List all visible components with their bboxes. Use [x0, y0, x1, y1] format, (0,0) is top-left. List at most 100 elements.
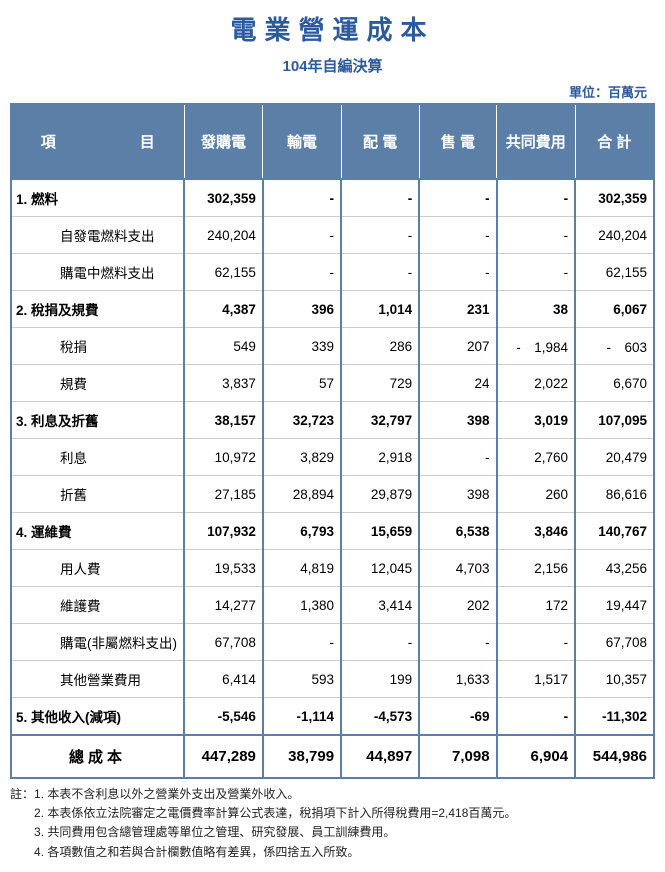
footnote-line: 2. 本表係依立法院審定之電價費率計算公式表達，稅捐項下計入所得稅費用=2,41… [10, 804, 655, 823]
cell-value: 172 [497, 587, 576, 624]
row-label: 1. 燃料 [11, 179, 184, 217]
cell-value: 302,359 [575, 179, 654, 217]
footnote-line: 3. 共同費用包含總管理處等單位之管理、研究發展、員工訓練費用。 [10, 823, 655, 842]
footnote-line: 註：1. 本表不含利息以外之營業外支出及營業外收入。 [10, 785, 655, 804]
total-label: 總成本 [11, 735, 184, 778]
footnote-prefix [10, 804, 34, 823]
cell-value: 140,767 [575, 513, 654, 550]
table-row: 用人費19,5334,81912,0454,7032,15643,256 [11, 550, 654, 587]
cell-value: 2,760 [497, 439, 576, 476]
cell-value: 19,447 [575, 587, 654, 624]
cell-value: 4,819 [263, 550, 341, 587]
cell-value: 4,387 [184, 291, 263, 328]
cell-value: - [419, 254, 496, 291]
table-row: 其他營業費用6,4145931991,6331,51710,357 [11, 661, 654, 698]
row-label: 自發電燃料支出 [11, 217, 184, 254]
table-row: 維護費14,2771,3803,41420217219,447 [11, 587, 654, 624]
cell-value: 62,155 [575, 254, 654, 291]
cost-table: 項 目發購電輸電配 電售 電共同費用合 計 1. 燃料302,359----30… [10, 103, 655, 779]
total-cell: 44,897 [341, 735, 419, 778]
footnotes: 註：1. 本表不含利息以外之營業外支出及營業外收入。 2. 本表係依立法院審定之… [10, 785, 655, 862]
cell-value: 2,156 [497, 550, 576, 587]
footnote-prefix: 註： [10, 785, 34, 804]
table-row: 購電(非屬燃料支出)67,708----67,708 [11, 624, 654, 661]
cell-value: 240,204 [184, 217, 263, 254]
col-header: 配 電 [341, 104, 419, 179]
cell-value: 67,708 [575, 624, 654, 661]
cell-value: 549 [184, 328, 263, 365]
cell-value: - [263, 217, 341, 254]
page-subtitle: 104年自編決算 [10, 55, 655, 76]
cell-value: 286 [341, 328, 419, 365]
cell-value: 24 [419, 365, 496, 402]
cell-value: 3,829 [263, 439, 341, 476]
cell-value: 43,256 [575, 550, 654, 587]
cell-value: - [497, 217, 576, 254]
cell-value: 29,879 [341, 476, 419, 513]
total-cell: 7,098 [419, 735, 496, 778]
row-label: 其他營業費用 [11, 661, 184, 698]
cell-value: 6,538 [419, 513, 496, 550]
table-row: 購電中燃料支出62,155----62,155 [11, 254, 654, 291]
total-cell: 544,986 [575, 735, 654, 778]
cell-value: 6,793 [263, 513, 341, 550]
cell-value: 1,633 [419, 661, 496, 698]
cell-value: 6,414 [184, 661, 263, 698]
total-row: 總成本447,28938,79944,8977,0986,904544,986 [11, 735, 654, 778]
cell-value: - 603 [575, 328, 654, 365]
cell-value: 6,067 [575, 291, 654, 328]
cell-value: - 1,984 [497, 328, 576, 365]
cell-value: 202 [419, 587, 496, 624]
row-label: 維護費 [11, 587, 184, 624]
cell-value: 14,277 [184, 587, 263, 624]
col-header: 售 電 [419, 104, 496, 179]
footnote-prefix [10, 823, 34, 842]
cell-value: 67,708 [184, 624, 263, 661]
table-row: 3. 利息及折舊38,15732,72332,7973983,019107,09… [11, 402, 654, 439]
col-header: 共同費用 [497, 104, 576, 179]
cell-value: 1,517 [497, 661, 576, 698]
cell-value: - [497, 179, 576, 217]
cell-value: 86,616 [575, 476, 654, 513]
cell-value: - [419, 439, 496, 476]
footnote-text: 2. 本表係依立法院審定之電價費率計算公式表達，稅捐項下計入所得稅費用=2,41… [34, 804, 516, 823]
cell-value: 32,723 [263, 402, 341, 439]
cell-value: 6,670 [575, 365, 654, 402]
footnote-text: 4. 各項數值之和若與合計欄數值略有差異，係四捨五入所致。 [34, 843, 359, 862]
cell-value: - [497, 698, 576, 736]
table-row: 4. 運維費107,9326,79315,6596,5383,846140,76… [11, 513, 654, 550]
col-header: 項 目 [11, 104, 184, 179]
row-label: 4. 運維費 [11, 513, 184, 550]
cell-value: 107,095 [575, 402, 654, 439]
cell-value: - [341, 624, 419, 661]
table-row: 5. 其他收入(減項)-5,546-1,114-4,573-69--11,302 [11, 698, 654, 736]
cell-value: 62,155 [184, 254, 263, 291]
page-title: 電業營運成本 [10, 10, 655, 47]
row-label: 2. 稅捐及規費 [11, 291, 184, 328]
total-cell: 6,904 [497, 735, 576, 778]
cell-value: 15,659 [341, 513, 419, 550]
cell-value: 398 [419, 476, 496, 513]
table-row: 折舊27,18528,89429,87939826086,616 [11, 476, 654, 513]
table-row: 規費3,83757729242,0226,670 [11, 365, 654, 402]
cell-value: 3,837 [184, 365, 263, 402]
table-header-row: 項 目發購電輸電配 電售 電共同費用合 計 [11, 104, 654, 179]
cell-value: 3,019 [497, 402, 576, 439]
cell-value: -1,114 [263, 698, 341, 736]
cell-value: - [263, 254, 341, 291]
cell-value: - [341, 254, 419, 291]
cell-value: -5,546 [184, 698, 263, 736]
footnote-text: 3. 共同費用包含總管理處等單位之管理、研究發展、員工訓練費用。 [34, 823, 395, 842]
cell-value: - [419, 624, 496, 661]
footnote-prefix [10, 843, 34, 862]
table-row: 利息10,9723,8292,918-2,76020,479 [11, 439, 654, 476]
cell-value: 398 [419, 402, 496, 439]
cell-value: 12,045 [341, 550, 419, 587]
cell-value: 2,022 [497, 365, 576, 402]
cell-value: 19,533 [184, 550, 263, 587]
cell-value: 27,185 [184, 476, 263, 513]
col-header: 發購電 [184, 104, 263, 179]
cell-value: - [341, 217, 419, 254]
cell-value: 260 [497, 476, 576, 513]
row-label: 折舊 [11, 476, 184, 513]
